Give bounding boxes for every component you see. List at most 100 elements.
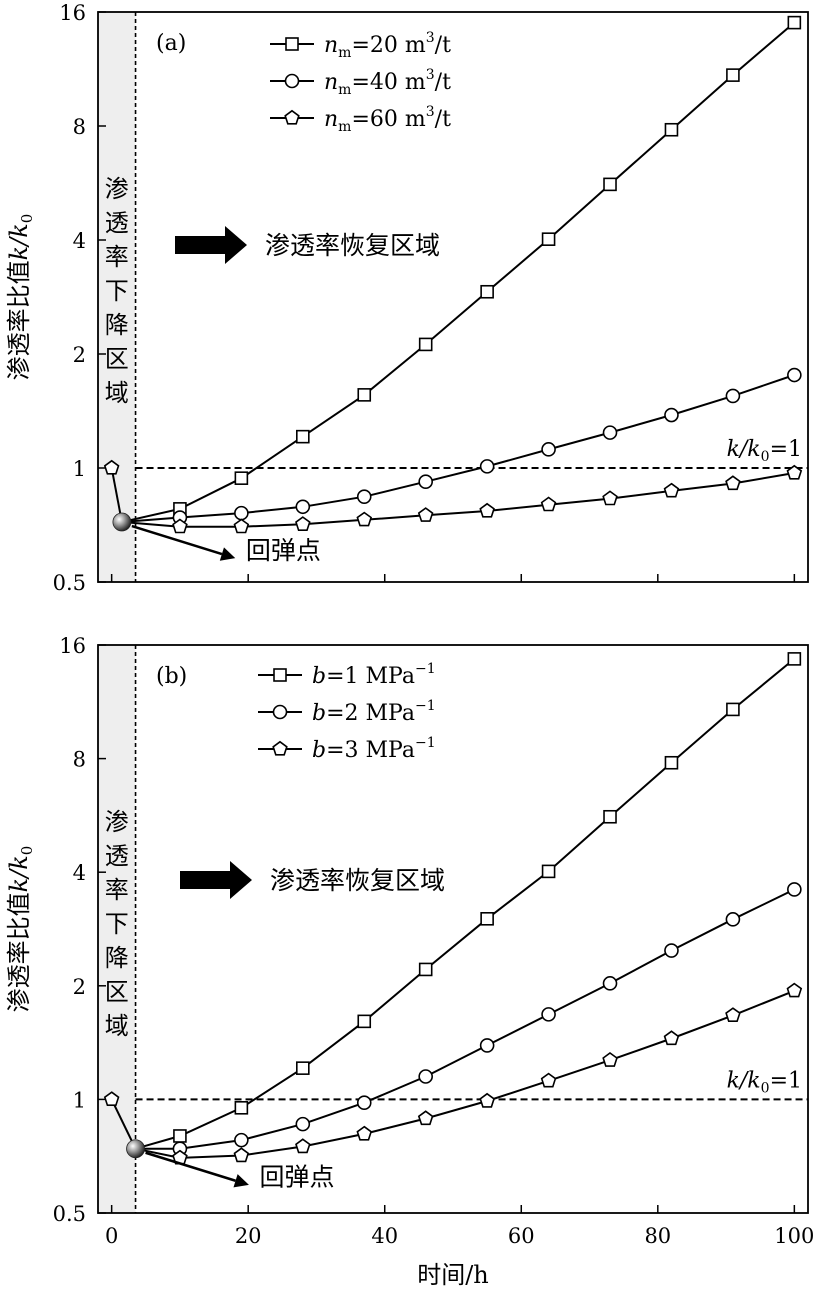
data-point [603, 809, 617, 824]
y-tick-label: 2 [73, 975, 86, 999]
decline-zone [98, 645, 136, 1213]
data-point [357, 1014, 372, 1029]
series-pentagon [135, 982, 803, 1165]
data-point [787, 652, 802, 666]
rebound-point-marker [112, 512, 132, 532]
data-point [233, 518, 250, 534]
data-point [234, 1101, 249, 1115]
data-point [417, 1110, 434, 1126]
data-point [296, 429, 310, 444]
series-line [135, 658, 795, 1150]
y-tick-label: 8 [73, 748, 86, 772]
x-tick-label: 60 [508, 1224, 535, 1248]
series-line [121, 374, 795, 523]
decline-zone-char: 降 [105, 944, 129, 972]
rebound-arrow [145, 1151, 236, 1182]
data-point [541, 864, 556, 879]
data-point [663, 482, 680, 498]
data-point [356, 1125, 373, 1141]
legend: b=1 MPa−1 b=2 MPa−1 b=3 MPa−1 [258, 661, 436, 763]
x-tick-label: 0 [105, 1224, 118, 1248]
decline-zone-char: 区 [105, 978, 129, 1006]
series-line [135, 989, 795, 1159]
data-point [295, 516, 311, 532]
data-point [541, 442, 556, 457]
data-point [540, 1072, 557, 1088]
y-tick-label: 4 [73, 861, 86, 885]
y-tick-label: 0.5 [53, 1202, 86, 1226]
data-point [173, 1129, 187, 1143]
series-square [135, 652, 802, 1150]
decline-zone [98, 12, 136, 582]
x-tick-label: 20 [235, 1224, 262, 1248]
decline-zone-char: 域 [105, 1012, 129, 1040]
y-tick-label: 1 [73, 457, 86, 481]
data-point [787, 15, 802, 30]
legend-entry: b=2 MPa−1 [312, 698, 436, 726]
data-point [295, 1138, 311, 1154]
reference-line-label: k/k0=1 [727, 437, 802, 465]
x-tick-label: 80 [644, 1224, 671, 1248]
y-tick-label: 4 [73, 229, 86, 253]
decline-zone-char: 区 [105, 345, 129, 373]
data-point [295, 1116, 311, 1132]
decline-zone-char: 率 [105, 243, 129, 271]
rebound-arrow-head [219, 547, 236, 561]
data-point [786, 982, 803, 998]
series-line [121, 472, 795, 528]
data-point [296, 1061, 310, 1075]
data-point [541, 1007, 556, 1022]
x-tick-label: 100 [774, 1224, 814, 1248]
data-point [725, 1007, 741, 1023]
plot-frame [97, 11, 809, 583]
rebound-arrow-head [233, 1174, 249, 1188]
data-point [418, 474, 433, 490]
data-point [726, 68, 740, 82]
y-tick-label: 16 [59, 634, 86, 658]
data-point [479, 1092, 495, 1108]
data-point [418, 337, 433, 352]
y-axis-title: 渗透率比值k/k0 [5, 214, 36, 381]
y-tick-label: 1 [73, 1088, 86, 1112]
data-point [726, 702, 740, 717]
legend-marker [284, 73, 300, 89]
panel-label: (b) [156, 664, 187, 689]
series-pentagon [121, 464, 803, 534]
data-point [295, 499, 311, 515]
decline-zone-char: 下 [105, 910, 129, 938]
data-point [418, 962, 433, 977]
data-point [479, 459, 495, 474]
legend-marker [272, 740, 288, 756]
legend-marker [285, 37, 299, 51]
series-square [121, 15, 802, 523]
initial-point [103, 459, 120, 475]
data-point [479, 1038, 495, 1053]
legend-entry: nm=60 m3/t [324, 104, 451, 135]
recovery-label: 渗透率恢复区域 [270, 866, 445, 895]
recovery-label: 渗透率恢复区域 [265, 231, 440, 260]
rebound-point-marker [126, 1139, 145, 1159]
data-point [602, 490, 618, 506]
data-point [603, 177, 617, 192]
decline-zone-char: 透 [105, 209, 129, 237]
y-axis-title: 渗透率比值k/k0 [5, 846, 36, 1013]
data-point [664, 943, 679, 958]
data-point [786, 464, 803, 480]
data-point [234, 505, 249, 521]
data-point [725, 388, 741, 404]
y-tick-label: 0.5 [53, 571, 86, 595]
data-point [234, 471, 249, 485]
legend-entry: nm=20 m3/t [324, 30, 451, 61]
decline-zone-char: 渗 [105, 175, 129, 203]
data-point [602, 425, 618, 440]
data-point [663, 1030, 680, 1046]
legend: nm=20 m3/t nm=40 m3/t nm=60 m3/t [270, 30, 451, 135]
initial-point [103, 1091, 120, 1106]
data-point [602, 1052, 618, 1067]
plot-frame [97, 644, 809, 1214]
rebound-label: 回弹点 [260, 1163, 335, 1192]
data-point [356, 1095, 372, 1111]
legend-entry: nm=40 m3/t [324, 67, 451, 98]
